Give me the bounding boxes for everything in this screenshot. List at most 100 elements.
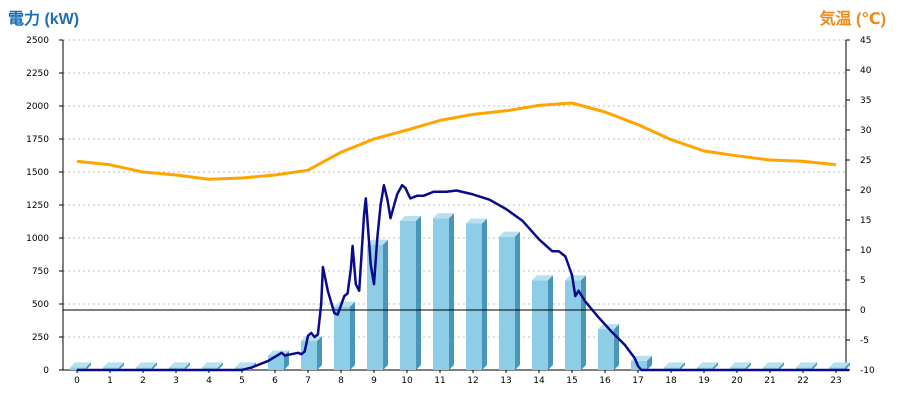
bar	[829, 367, 845, 370]
right-tick-label: -10	[860, 366, 875, 376]
bar-side	[416, 215, 421, 370]
bar-side	[845, 362, 850, 370]
right-tick-label: 10	[860, 246, 872, 256]
temperature-series-line	[76, 101, 837, 181]
bar-top	[565, 275, 586, 281]
right-tick-label: 25	[860, 156, 871, 166]
bar-top	[532, 275, 553, 281]
bar-side	[152, 362, 157, 370]
bar-side	[317, 335, 322, 370]
bar-side	[779, 362, 784, 370]
right-tick-label: 15	[860, 216, 871, 226]
bar-side	[218, 362, 223, 370]
bar	[169, 367, 185, 370]
bar	[301, 340, 317, 370]
x-tick-label: 4	[206, 376, 212, 386]
bar	[466, 223, 482, 370]
x-tick-label: 20	[731, 376, 743, 386]
bar	[70, 367, 86, 370]
right-tick-label: 35	[860, 96, 871, 106]
left-tick-label: 750	[32, 267, 49, 277]
bar	[532, 280, 548, 370]
bar-side	[86, 362, 91, 370]
left-tick-label: 2500	[26, 36, 49, 46]
left-tick-label: 1250	[26, 201, 49, 211]
right-tick-label: 30	[860, 126, 872, 136]
right-tick-label: -5	[860, 336, 869, 346]
bar-side	[680, 362, 685, 370]
bar-top	[763, 362, 784, 368]
x-tick-label: 12	[467, 376, 478, 386]
bar	[367, 244, 383, 370]
bar-side	[581, 275, 586, 370]
right-tick-label: 5	[860, 276, 866, 286]
right-tick-label: 45	[860, 36, 871, 46]
bar	[433, 218, 449, 370]
x-tick-label: 7	[305, 376, 311, 386]
x-tick-label: 9	[371, 376, 377, 386]
bar-top	[235, 362, 256, 368]
bar	[103, 367, 119, 370]
bar-top	[664, 362, 685, 368]
left-tick-label: 1000	[26, 234, 49, 244]
bar-top	[829, 362, 850, 368]
x-tick-label: 19	[698, 376, 710, 386]
right-tick-label: 40	[860, 66, 872, 76]
right-axis-title: 気温 (℃)	[819, 11, 886, 28]
bar-top	[730, 362, 751, 368]
left-tick-label: 500	[32, 300, 49, 310]
bar	[268, 355, 284, 370]
x-tick-label: 10	[401, 376, 413, 386]
bar-side	[449, 213, 454, 370]
bar	[598, 329, 614, 370]
bar-side	[119, 362, 124, 370]
bar-side	[482, 218, 487, 370]
x-tick-label: 5	[239, 376, 245, 386]
bar	[400, 220, 416, 370]
x-tick-label: 8	[338, 376, 344, 386]
bar-top	[499, 231, 520, 237]
bar-top	[70, 362, 91, 368]
bar-side	[713, 362, 718, 370]
right-tick-label: 0	[860, 306, 866, 316]
x-tick-label: 15	[566, 376, 577, 386]
bar	[796, 367, 812, 370]
bar	[697, 367, 713, 370]
x-tick-label: 13	[500, 376, 511, 386]
bar-side	[383, 239, 388, 370]
left-tick-label: 1500	[26, 168, 49, 178]
bar-top	[796, 362, 817, 368]
bar-side	[515, 231, 520, 370]
x-tick-label: 21	[764, 376, 775, 386]
right-tick-label: 20	[860, 186, 872, 196]
bar-top	[466, 218, 487, 224]
left-tick-label: 250	[32, 333, 49, 343]
bar	[664, 367, 680, 370]
left-tick-label: 2000	[26, 102, 49, 112]
left-tick-label: 1750	[26, 135, 49, 145]
bar	[730, 367, 746, 370]
bar-top	[103, 362, 124, 368]
bar-side	[614, 324, 619, 370]
bar-side	[185, 362, 190, 370]
bar	[499, 236, 515, 370]
x-tick-label: 1	[107, 376, 113, 386]
x-tick-label: 6	[272, 376, 278, 386]
x-tick-label: 14	[533, 376, 545, 386]
bar-top	[136, 362, 157, 368]
bar-top	[433, 213, 454, 219]
x-tick-label: 16	[599, 376, 611, 386]
bar-side	[647, 355, 652, 370]
bar-side	[548, 275, 553, 370]
x-tick-label: 22	[797, 376, 808, 386]
power-series-line	[77, 183, 850, 372]
bar-top	[169, 362, 190, 368]
bar	[136, 367, 152, 370]
bar-top	[400, 215, 421, 221]
x-tick-label: 17	[632, 376, 643, 386]
x-tick-label: 0	[74, 376, 80, 386]
x-tick-label: 3	[173, 376, 179, 386]
left-tick-label: 0	[43, 366, 49, 376]
